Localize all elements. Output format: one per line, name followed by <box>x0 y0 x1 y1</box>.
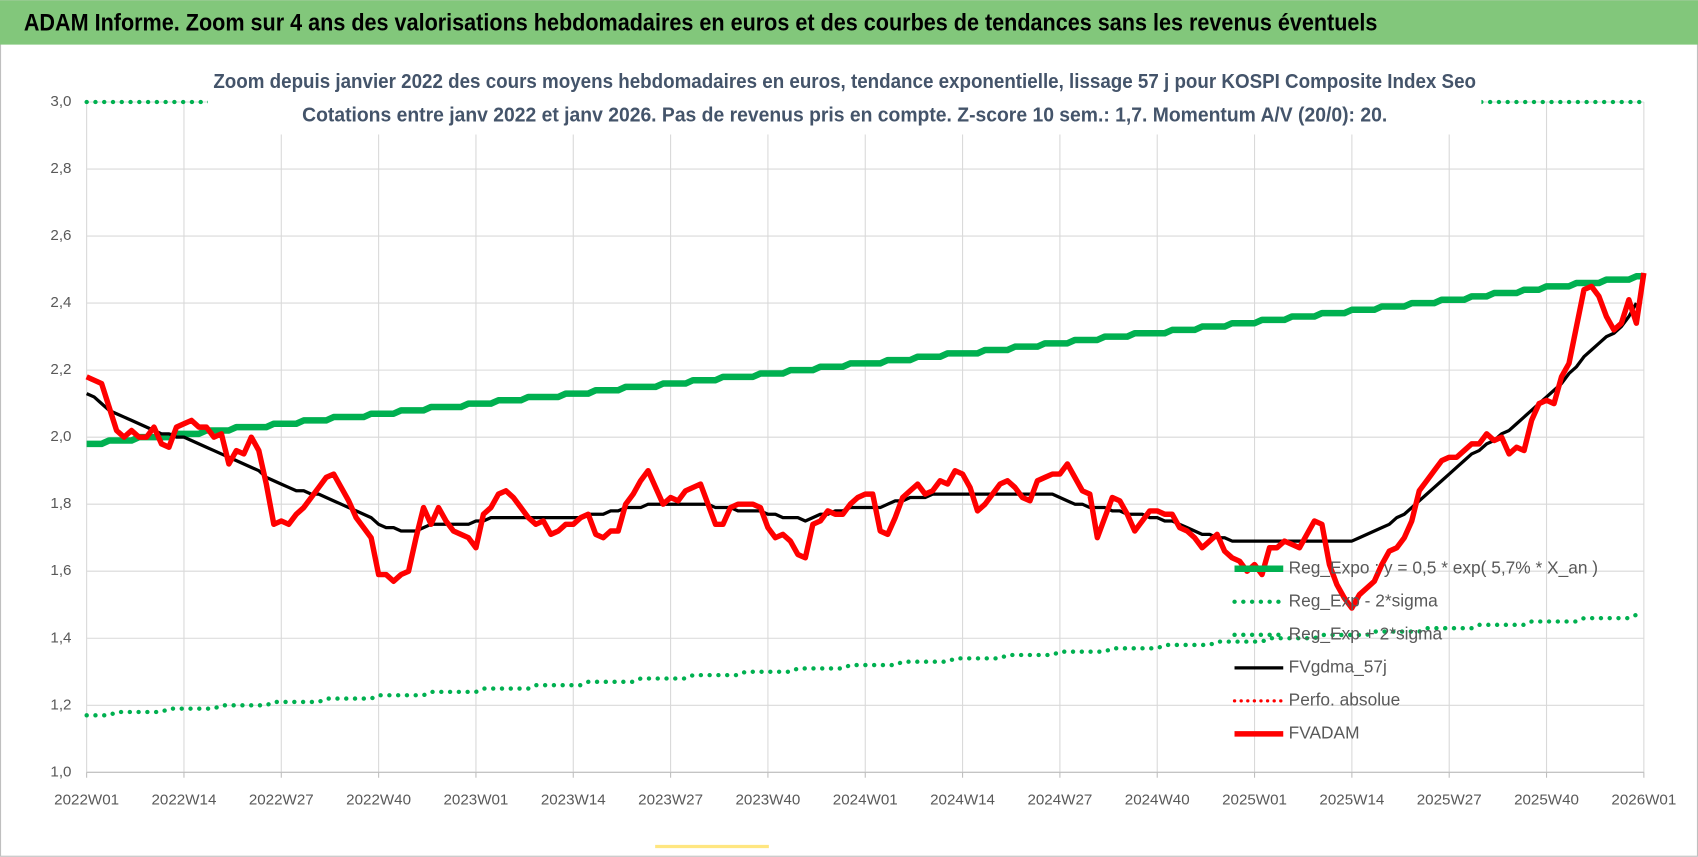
y-tick-label: 2,4 <box>50 294 71 311</box>
x-tick-label: 2024W40 <box>1125 791 1190 808</box>
legend-label: FVADAM <box>1289 722 1360 742</box>
y-tick-label: 3,0 <box>50 93 71 110</box>
x-tick-label: 2025W14 <box>1319 791 1384 808</box>
y-tick-label: 1,6 <box>50 562 71 579</box>
x-tick-label: 2022W14 <box>152 791 217 808</box>
legend-label: Reg_Exp - 2*sigma <box>1289 590 1439 610</box>
y-tick-label: 2,0 <box>50 428 71 445</box>
x-tick-label: 2024W27 <box>1027 791 1092 808</box>
series-line <box>86 273 1644 448</box>
legend-label: Reg_Exp + 2*sigma <box>1289 623 1443 643</box>
series-line <box>84 612 1647 718</box>
chart-title: Zoom depuis janvier 2022 des cours moyen… <box>213 70 1476 93</box>
y-tick-label: 1,4 <box>50 629 71 646</box>
x-tick-label: 2024W14 <box>930 791 995 808</box>
plot-area: 1,0 1,2 1,4 1,6 1,8 2,0 2,2 2,4 2,6 2,8 3,0 2022W01… <box>50 93 1676 808</box>
y-tick-label: 1,8 <box>50 495 71 512</box>
chart-subtitle: Cotations entre janv 2022 et janv 2026. … <box>302 104 1387 127</box>
x-tick-label: 2022W01 <box>54 791 119 808</box>
y-tick-label: 1,2 <box>50 696 71 713</box>
x-tick-label: 2025W27 <box>1417 791 1482 808</box>
title-box <box>207 65 1482 135</box>
x-tick-label: 2024W01 <box>833 791 898 808</box>
x-tick-label: 2022W40 <box>346 791 411 808</box>
x-tick-label: 2023W14 <box>541 791 606 808</box>
legend-label: FVgdma_57j <box>1289 656 1387 676</box>
x-tick-label: 2023W01 <box>443 791 508 808</box>
x-tick-label: 2026W01 <box>1611 791 1676 808</box>
x-tick-label: 2023W40 <box>735 791 800 808</box>
x-tick-label: 2023W27 <box>638 791 703 808</box>
y-tick-label: 2,2 <box>50 361 71 378</box>
legend-label: Perfo. absolue <box>1289 689 1401 709</box>
header-band <box>0 0 1698 45</box>
frame-accent <box>655 844 769 849</box>
series-line <box>85 302 1638 543</box>
series-line <box>85 272 1647 611</box>
x-tick-label: 2022W27 <box>249 791 314 808</box>
legend: Reg_Expo : y = 0,5 * exp( 5,7% * X_an ) R… <box>1232 557 1598 742</box>
x-tick-label: 2025W40 <box>1514 791 1579 808</box>
y-tick-label: 1,0 <box>50 763 71 780</box>
legend-label: Reg_Expo : y = 0,5 * exp( 5,7% * X_an ) <box>1289 557 1598 577</box>
header-title: ADAM Informe. Zoom sur 4 ans des valoris… <box>24 9 1378 36</box>
y-tick-label: 2,8 <box>50 160 71 177</box>
y-tick-label: 2,6 <box>50 227 71 244</box>
x-tick-label: 2025W01 <box>1222 791 1287 808</box>
